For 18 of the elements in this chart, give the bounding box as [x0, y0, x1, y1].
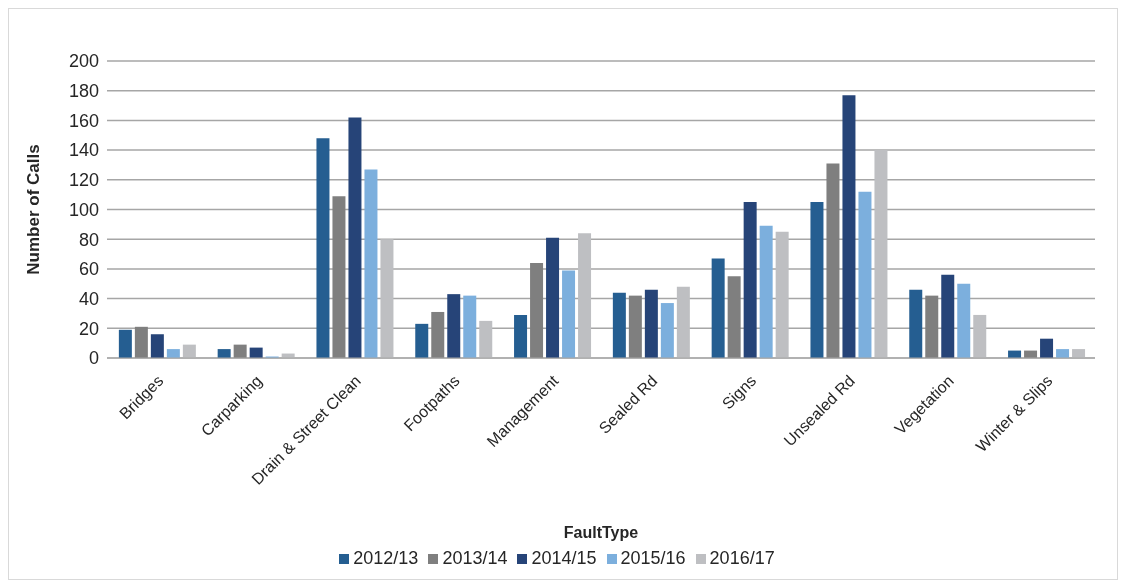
legend-label: 2015/16: [620, 548, 686, 568]
x-axis-title: FaultType: [563, 524, 639, 541]
y-tick-label: 20: [78, 318, 99, 339]
y-axis-title: Number of Calls: [24, 144, 44, 275]
y-tick-label: 120: [68, 170, 99, 191]
legend-label: 2012/13: [353, 548, 419, 568]
legend-label: 2014/15: [531, 548, 597, 568]
y-tick-label: 60: [78, 259, 99, 280]
y-tick-label: 80: [78, 229, 99, 250]
y-tick-label: 160: [68, 110, 99, 131]
legend-label: 2016/17: [709, 548, 775, 568]
y-tick-label: 140: [68, 140, 99, 161]
y-tick-label: 100: [68, 199, 99, 220]
y-tick-label: 200: [68, 51, 99, 72]
y-tick-label: 0: [88, 348, 99, 369]
legend-label: 2013/14: [442, 548, 508, 568]
y-tick-label: 180: [68, 81, 99, 102]
y-tick-label: 40: [78, 288, 99, 309]
